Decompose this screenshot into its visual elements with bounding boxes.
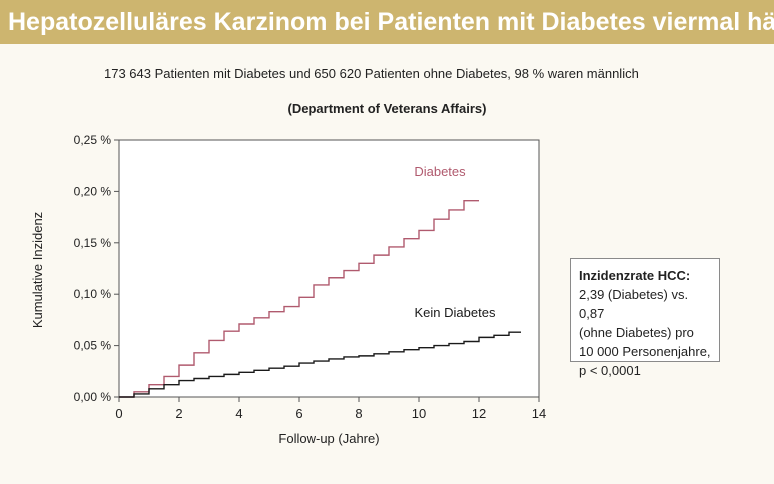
series-labels: Diabetes Kein Diabetes — [414, 164, 496, 320]
series-label: Diabetes — [414, 164, 466, 179]
series-line-diabetes — [119, 199, 479, 398]
x-tick-label: 10 — [412, 406, 426, 421]
chart-title-banner: Hepatozelluläres Karzinom bei Patienten … — [0, 0, 774, 44]
y-axis: 0,00 % 0,05 % 0,10 % 0,15 % 0,20 % 0,25 % — [74, 133, 119, 404]
info-box-text: 2,39 (Diabetes) vs. 0,87 (ohne Diabetes)… — [579, 287, 711, 378]
series-lines — [119, 199, 521, 398]
y-tick-label: 0,00 % — [74, 390, 112, 404]
x-tick-label: 12 — [472, 406, 486, 421]
x-tick-label: 6 — [295, 406, 302, 421]
chart-source: (Department of Veterans Affairs) — [287, 101, 487, 116]
series-line-kein-diabetes — [119, 331, 521, 398]
x-tick-label: 2 — [175, 406, 182, 421]
x-tick-label: 0 — [115, 406, 122, 421]
incidence-info-box: Inzidenzrate HCC: 2,39 (Diabetes) vs. 0,… — [570, 258, 720, 378]
chart-subtitle: 173 643 Patienten mit Diabetes und 650 6… — [104, 66, 639, 81]
x-tick-label: 8 — [355, 406, 362, 421]
y-tick-label: 0,25 % — [74, 133, 112, 147]
series-label: Kein Diabetes — [415, 305, 496, 320]
plot-area — [118, 139, 540, 398]
chart-title: Hepatozelluläres Karzinom bei Patienten … — [8, 8, 774, 36]
x-axis: 0 2 4 6 8 10 12 14 — [115, 397, 546, 421]
y-tick-label: 0,05 % — [74, 339, 112, 353]
x-tick-label: 4 — [235, 406, 242, 421]
y-axis-label: Kumulative Inzidenz — [30, 212, 45, 328]
y-tick-label: 0,10 % — [74, 287, 112, 301]
y-tick-label: 0,15 % — [74, 236, 112, 250]
y-tick-label: 0,20 % — [74, 184, 112, 198]
x-axis-label: Follow-up (Jahre) — [278, 431, 379, 446]
info-box-title: Inzidenzrate HCC: — [579, 268, 691, 283]
x-tick-label: 14 — [532, 406, 546, 421]
